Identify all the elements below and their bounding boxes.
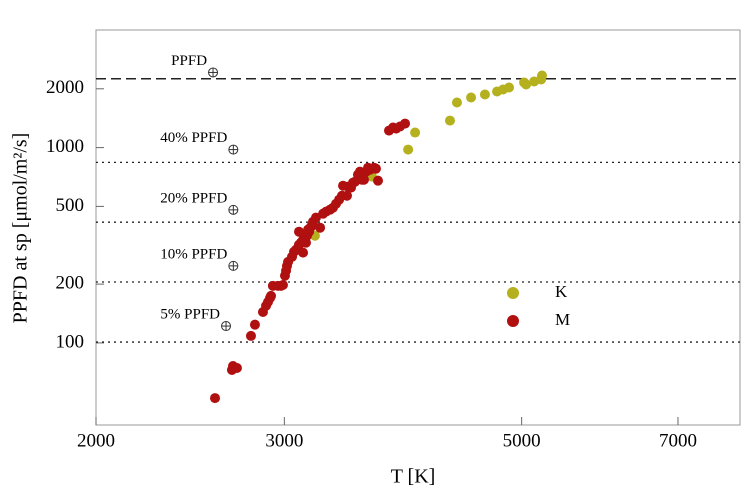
y-tick-label: 200 <box>56 272 85 293</box>
legend-label: M <box>555 310 570 329</box>
data-point <box>410 127 421 138</box>
data-point <box>266 290 277 301</box>
x-tick-label: 3000 <box>265 430 303 451</box>
data-point <box>521 79 532 90</box>
x-tick-label: 7000 <box>659 430 697 451</box>
y-tick-label: 100 <box>56 331 85 352</box>
data-point <box>400 118 411 129</box>
data-point <box>373 175 384 186</box>
data-point <box>444 115 455 126</box>
data-point <box>358 174 369 185</box>
data-point <box>341 190 352 201</box>
y-axis-label: PPFD at sp [μmol/m²/s] <box>10 133 32 324</box>
data-point <box>451 97 462 108</box>
data-point <box>249 319 260 330</box>
data-point <box>245 330 256 341</box>
data-point <box>227 360 238 371</box>
data-point <box>315 222 326 233</box>
x-tick-label: 5000 <box>503 430 541 451</box>
y-tick-label: 2000 <box>46 77 84 98</box>
annotation-label: 20% PPFD <box>160 190 227 206</box>
annotation-label: 10% PPFD <box>160 246 227 262</box>
data-point <box>370 163 381 174</box>
data-point <box>537 70 548 81</box>
annotation-label: PPFD <box>171 53 207 69</box>
y-tick-label: 500 <box>56 195 85 216</box>
data-point <box>293 226 304 237</box>
data-point <box>504 82 515 93</box>
annotation-label: 5% PPFD <box>160 306 220 322</box>
plot-frame <box>95 29 741 426</box>
y-tick-label: 1000 <box>46 136 84 157</box>
data-point <box>466 92 477 103</box>
legend-marker <box>507 315 519 327</box>
legend-label: K <box>555 282 568 301</box>
data-point <box>210 393 221 404</box>
x-axis-label: T [K] <box>391 466 436 488</box>
data-point <box>277 279 288 290</box>
data-point <box>479 89 490 100</box>
x-tick-label: 2000 <box>77 430 115 451</box>
data-point <box>300 237 311 248</box>
legend-marker <box>507 287 519 299</box>
annotation-label: 40% PPFD <box>160 130 227 146</box>
data-point <box>403 144 414 155</box>
data-point <box>298 247 309 258</box>
